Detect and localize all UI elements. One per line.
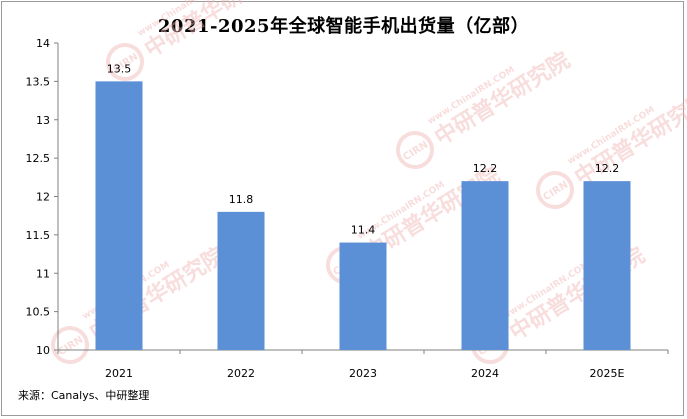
x-tick-label-2021: 2021 xyxy=(105,367,133,380)
y-tick-label: 10 xyxy=(36,344,50,357)
watermark-badge-ring xyxy=(106,43,144,81)
watermark-badge-text: CIRN xyxy=(541,179,570,203)
y-tick-label: 12.5 xyxy=(26,152,51,165)
watermark-badge-text: CIRN xyxy=(401,139,430,163)
chart-axes: 10 10.5 11 11.5 12 12.5 13 13.5 14 xyxy=(26,37,669,357)
chart-labels: 13.5 2021 11.8 2022 11.4 2023 12.2 2024 12.2 2025… xyxy=(105,62,625,380)
y-tick-label: 13.5 xyxy=(26,75,51,88)
watermark-badge-ring xyxy=(536,171,574,209)
watermark-badge-text: CIRN xyxy=(56,334,85,358)
y-tick-label: 10.5 xyxy=(26,306,51,319)
watermark-badge-ring xyxy=(51,326,89,364)
y-tick-label: 11.5 xyxy=(26,229,51,242)
y-tick-label: 13 xyxy=(36,114,50,127)
y-tick-label: 11 xyxy=(36,267,50,280)
bar-2023 xyxy=(339,242,387,350)
source-note: 来源：Canalys、中研整理 xyxy=(18,389,150,402)
x-tick-label-2022: 2022 xyxy=(227,367,255,380)
x-tick-label-2025E: 2025E xyxy=(590,367,625,380)
data-label-2021: 13.5 xyxy=(107,62,132,75)
watermark-brand-text: 中研普华研究院 xyxy=(430,47,574,151)
watermark-brand-text: 中研普华研究院 xyxy=(140,0,284,63)
watermark-brand-text: 中研普华研究院 xyxy=(570,87,687,191)
bar-2024 xyxy=(461,181,509,350)
data-label-2024: 12.2 xyxy=(473,162,498,175)
y-tick-label: 14 xyxy=(36,37,50,50)
chart-title: 2021-2025年全球智能手机出货量（亿部） xyxy=(157,16,530,37)
data-label-2025E: 12.2 xyxy=(595,162,620,175)
bar-2025E xyxy=(583,181,631,350)
data-label-2023: 11.4 xyxy=(351,224,376,237)
data-label-2022: 11.8 xyxy=(229,193,254,206)
bar-2021 xyxy=(95,81,143,350)
x-tick-label-2024: 2024 xyxy=(471,367,499,380)
y-tick-label: 12 xyxy=(36,191,50,204)
bar-2022 xyxy=(217,211,265,350)
watermark-badge-ring xyxy=(396,131,434,169)
x-tick-label-2023: 2023 xyxy=(349,367,377,380)
chart-bars xyxy=(95,81,631,350)
